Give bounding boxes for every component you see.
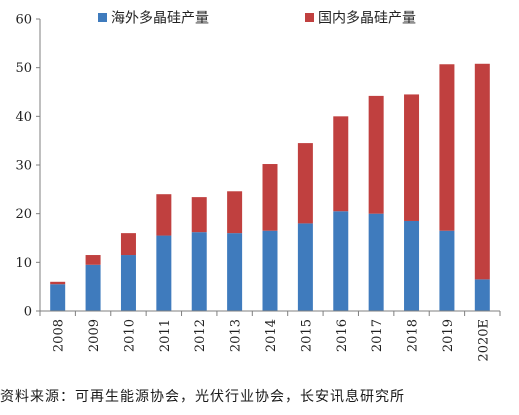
x-tick-label: 2015 — [299, 319, 314, 352]
x-tick-label: 2019 — [441, 319, 456, 352]
legend-swatch — [305, 13, 314, 22]
x-tick-label: 2012 — [193, 319, 208, 352]
bar-domestic — [50, 281, 66, 285]
bar-overseas — [404, 220, 420, 311]
bar-domestic — [404, 94, 420, 221]
x-tick-label: 2010 — [122, 319, 137, 352]
x-tick-label: 2014 — [264, 319, 279, 352]
bar-overseas — [439, 230, 455, 311]
legend-label: 海外多晶硅产量 — [111, 10, 209, 27]
y-tick-label: 20 — [15, 207, 32, 222]
y-tick-label: 60 — [15, 13, 32, 28]
bar-domestic — [156, 194, 172, 236]
bar-domestic — [191, 197, 207, 233]
legend: 海外多晶硅产量 国内多晶硅产量 — [98, 10, 416, 27]
x-tick-label: 2013 — [229, 319, 244, 352]
x-tick-label: 2011 — [158, 319, 173, 352]
bar-domestic — [368, 95, 384, 214]
bars — [50, 63, 490, 311]
y-tick-label: 40 — [15, 110, 32, 125]
x-tick-label: 2008 — [52, 319, 67, 352]
bar-domestic — [120, 233, 136, 256]
legend-label: 国内多晶硅产量 — [318, 10, 416, 27]
bar-domestic — [333, 116, 349, 212]
y-tick-label: 10 — [15, 256, 32, 271]
bar-domestic — [474, 63, 490, 280]
x-axis: 2008 2009 2010 2011 2012 2013 2014 2015 2016 2017… — [39, 310, 501, 362]
bar-overseas — [333, 211, 349, 311]
x-tick-label: 2017 — [370, 319, 385, 352]
x-tick-label: 2016 — [335, 319, 350, 352]
bar-overseas — [120, 255, 136, 311]
bar-overseas — [474, 279, 490, 311]
bar-domestic — [85, 255, 101, 265]
bar-overseas — [191, 232, 207, 311]
legend-swatch — [98, 13, 107, 22]
bar-overseas — [297, 223, 313, 311]
bar-domestic — [439, 64, 455, 231]
y-tick-label: 30 — [15, 159, 32, 174]
x-tick-label: 2020E — [476, 319, 491, 362]
source-note: 资料来源：可再生能源协会，光伏行业协会，长安讯息研究所 — [0, 389, 405, 405]
y-tick-label: 0 — [24, 305, 32, 320]
bar-domestic — [297, 143, 313, 224]
x-tick-label: 2009 — [87, 319, 102, 352]
bar-domestic — [262, 164, 278, 231]
y-tick-label: 50 — [15, 61, 32, 76]
bar-overseas — [85, 264, 101, 311]
bar-domestic — [227, 191, 243, 234]
bar-overseas — [156, 235, 172, 311]
bar-overseas — [227, 233, 243, 311]
y-axis: 0 10 20 30 40 50 60 — [15, 13, 41, 320]
bar-overseas — [262, 230, 278, 311]
bar-overseas — [368, 213, 384, 311]
x-tick-label: 2018 — [406, 319, 421, 352]
bar-overseas — [50, 284, 66, 311]
